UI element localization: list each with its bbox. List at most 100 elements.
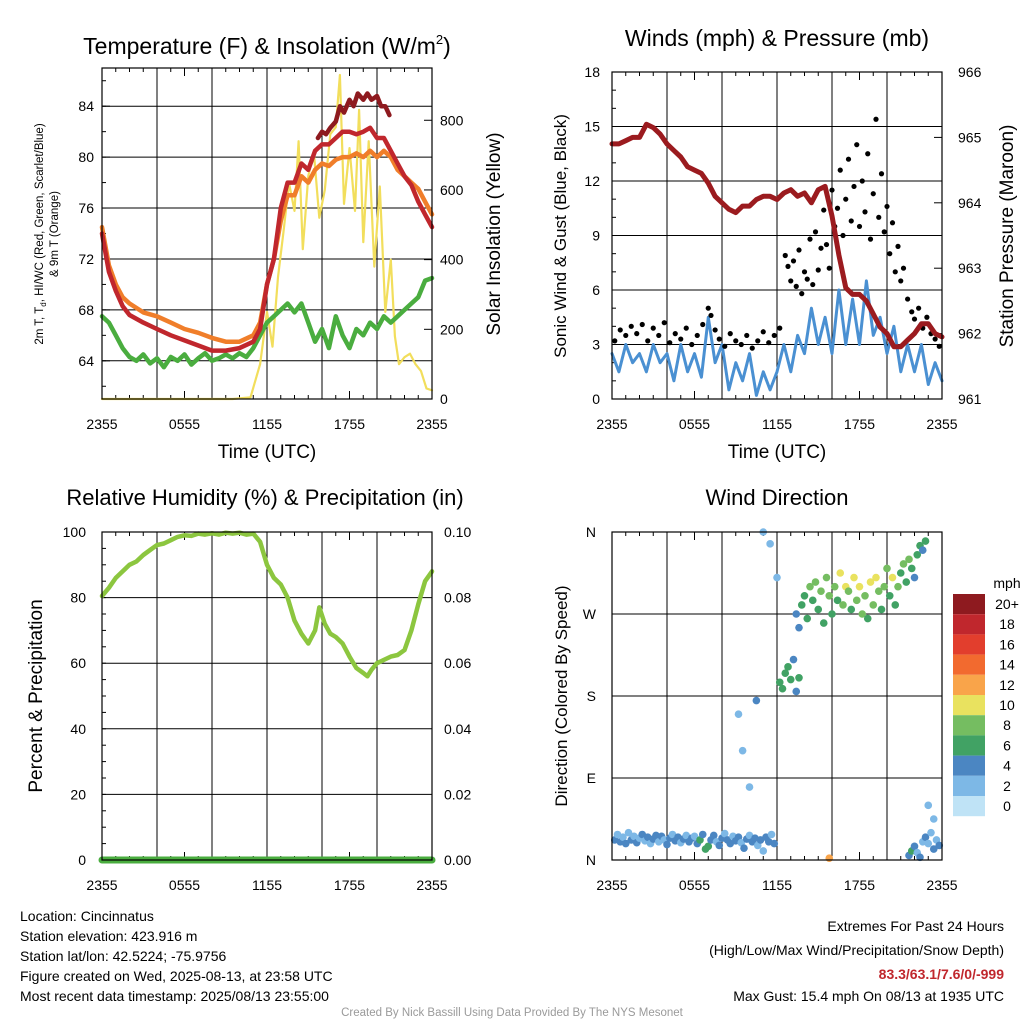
- direction-point: [690, 832, 699, 841]
- direction-point: [817, 587, 825, 596]
- gust-point: [678, 336, 684, 342]
- wind-xtick-label: 1155: [762, 416, 792, 432]
- legend-label: 12: [999, 677, 1015, 693]
- temp-y2label: Solar Insolation (Yellow): [484, 132, 505, 335]
- temp-y2tick-label: 0: [440, 391, 448, 407]
- direction-point: [773, 573, 781, 582]
- rh-ytick-label: 20: [70, 786, 86, 802]
- legend-swatch: [953, 654, 985, 675]
- direction-point: [910, 573, 919, 582]
- gust-point: [818, 245, 824, 251]
- gust-point: [884, 203, 890, 210]
- series-sonic: [610, 279, 944, 397]
- gust-point: [612, 338, 618, 344]
- legend-swatch: [953, 614, 985, 635]
- direction-point: [819, 619, 828, 627]
- temp-ytick-label: 84: [78, 98, 94, 114]
- gust-point: [716, 336, 722, 342]
- rh-xtick-label: 1155: [252, 877, 282, 893]
- gust-point: [760, 329, 766, 335]
- dir-xtick-label: 2355: [596, 877, 627, 893]
- gust-point: [807, 236, 813, 242]
- direction-point: [907, 564, 916, 573]
- dir-xtick-label: 2355: [926, 877, 957, 893]
- wind-xtick-label: 1755: [844, 416, 875, 432]
- wind-y2tick-label: 964: [958, 195, 982, 211]
- gust-point: [738, 341, 744, 348]
- gust-point: [826, 265, 832, 271]
- gust-point: [683, 325, 689, 331]
- direction-point: [784, 663, 792, 671]
- temp-y2tick-label: 200: [440, 321, 464, 337]
- legend-label: 2: [1003, 778, 1011, 794]
- latlon-text: Station lat/lon: 42.5224; -75.9756: [20, 948, 227, 964]
- direction-point: [624, 828, 633, 837]
- direction-point: [935, 841, 944, 850]
- legend-title: mph: [993, 575, 1020, 591]
- direction-point: [720, 829, 729, 838]
- gust-point: [845, 156, 852, 162]
- gust-point: [777, 325, 783, 331]
- max-gust-text: Max Gust: 15.4 mph On 08/13 at 1935 UTC: [733, 988, 1004, 1004]
- gust-point: [876, 214, 882, 220]
- wind-ylabel: Sonic Wind & Gust (Blue, Black): [551, 114, 570, 358]
- gust-point: [722, 343, 728, 349]
- direction-point: [894, 582, 902, 591]
- direction-point: [803, 614, 812, 623]
- direction-point: [786, 675, 795, 684]
- gust-point: [870, 191, 876, 197]
- temp-xtick-label: 1755: [334, 416, 365, 432]
- dir-xtick-label: 1755: [844, 877, 875, 893]
- gust-point: [793, 283, 799, 289]
- gust-point: [823, 241, 830, 248]
- legend-label: 20+: [995, 596, 1019, 612]
- direction-point: [752, 696, 761, 705]
- legend-label: 18: [999, 616, 1015, 632]
- dir-ytick-label: E: [587, 770, 596, 786]
- gust-point: [873, 116, 879, 122]
- wind-ytick-label: 9: [592, 228, 600, 244]
- gust-point: [749, 345, 755, 351]
- gust-point: [727, 331, 733, 337]
- legend-swatch: [953, 674, 985, 695]
- rh-ytick-label: 60: [70, 655, 86, 671]
- wind-y2tick-label: 962: [958, 326, 982, 342]
- rh-y2tick-label: 0.04: [444, 721, 471, 737]
- direction-point: [792, 610, 801, 618]
- created-text: Figure created on Wed, 2025-08-13, at 23…: [20, 968, 333, 984]
- dir-xtick-label: 1155: [762, 877, 792, 893]
- gust-point: [766, 340, 772, 346]
- gust-point: [834, 205, 841, 211]
- gust-point: [856, 223, 863, 230]
- direction-point: [789, 655, 798, 664]
- rh-y2tick-label: 0.10: [444, 524, 471, 540]
- direction-point: [738, 746, 747, 755]
- gust-point: [895, 243, 901, 249]
- rh-chart: 2355 0555 1155 1755 23550204060801000.000.02…: [26, 485, 471, 893]
- gust-point: [911, 316, 918, 322]
- direction-point: [847, 605, 856, 614]
- gust-point: [634, 331, 640, 337]
- direction-point: [709, 831, 718, 840]
- rh-ytick-label: 40: [70, 721, 86, 737]
- wind-ytick-label: 3: [592, 337, 600, 353]
- direction-point: [775, 678, 784, 687]
- direction-point: [869, 601, 878, 609]
- rh-xtick-label: 1755: [334, 877, 365, 893]
- gust-point: [628, 323, 634, 329]
- temp-ytick-label: 68: [78, 302, 94, 318]
- dir-ytick-label: N: [586, 852, 596, 868]
- rh-ytick-label: 0: [78, 852, 86, 868]
- direction-point: [825, 591, 834, 600]
- gust-point: [694, 332, 700, 339]
- direction-point: [766, 540, 774, 548]
- elevation-text: Station elevation: 423.916 m: [20, 928, 198, 944]
- direction-point: [734, 710, 743, 719]
- extremes-values: 83.3/63.1/7.6/0/-999: [878, 966, 1004, 982]
- gust-point: [623, 332, 629, 339]
- legend-swatch: [953, 715, 985, 736]
- direction-point: [910, 842, 919, 851]
- gust-point: [617, 327, 623, 333]
